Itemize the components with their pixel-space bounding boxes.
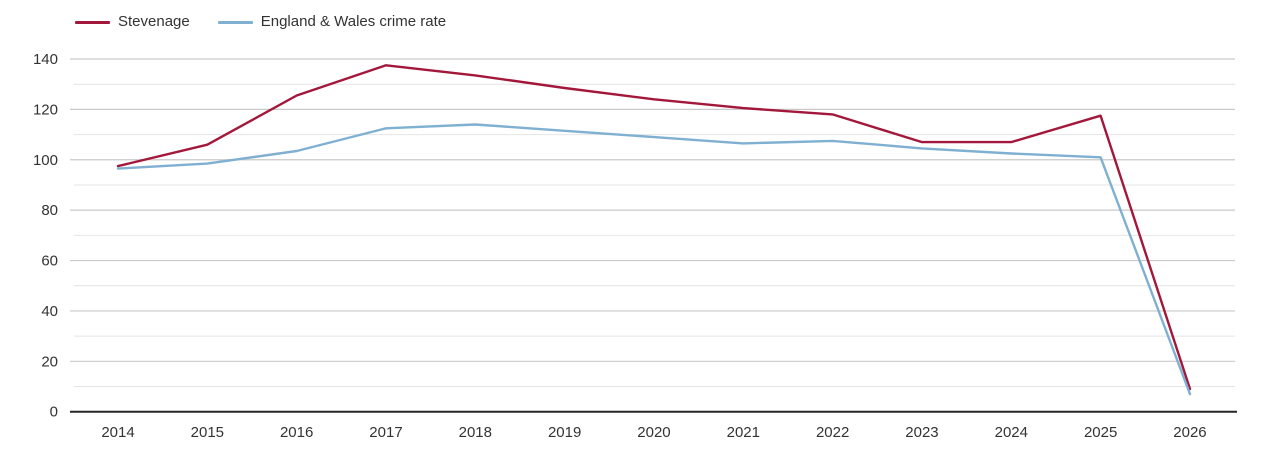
- x-tick-label: 2015: [191, 424, 224, 441]
- legend-item-england-wales: England & Wales crime rate: [217, 13, 447, 31]
- x-tick-label: 2018: [459, 424, 492, 441]
- x-tick-label: 2023: [905, 424, 938, 441]
- x-tick-label: 2025: [1084, 424, 1117, 441]
- x-tick-label: 2026: [1173, 424, 1206, 441]
- x-tick-label: 2019: [548, 424, 581, 441]
- series-line-stevenage: [116, 64, 1192, 391]
- y-tick-label: 20: [41, 353, 58, 370]
- x-tick-label: 2024: [995, 424, 1028, 441]
- x-tick-label: 2022: [816, 424, 849, 441]
- england-wales-line-swatch: [217, 20, 253, 24]
- x-tick-label: 2016: [280, 424, 313, 441]
- x-tick-label: 2021: [727, 424, 760, 441]
- y-tick-label: 120: [33, 101, 58, 118]
- y-tick-label: 100: [33, 152, 58, 169]
- y-tick-label: 60: [41, 253, 58, 270]
- legend-label-stevenage: Stevenage: [118, 13, 190, 30]
- y-tick-label: 40: [41, 303, 58, 320]
- legend-item-stevenage: Stevenage: [75, 13, 190, 31]
- x-tick-label: 2020: [637, 424, 670, 441]
- y-tick-label: 80: [41, 202, 58, 219]
- y-tick-label: 0: [50, 404, 58, 421]
- legend-label-england-wales: England & Wales crime rate: [260, 13, 447, 30]
- x-tick-label: 2017: [369, 424, 402, 441]
- y-tick-label: 140: [33, 51, 58, 68]
- chart-legend: Stevenage England & Wales crime rate: [75, 13, 446, 31]
- series-line-england-wales-crime-rate: [116, 123, 1192, 396]
- x-tick-label: 2014: [101, 424, 134, 441]
- stevenage-line-swatch: [75, 20, 110, 24]
